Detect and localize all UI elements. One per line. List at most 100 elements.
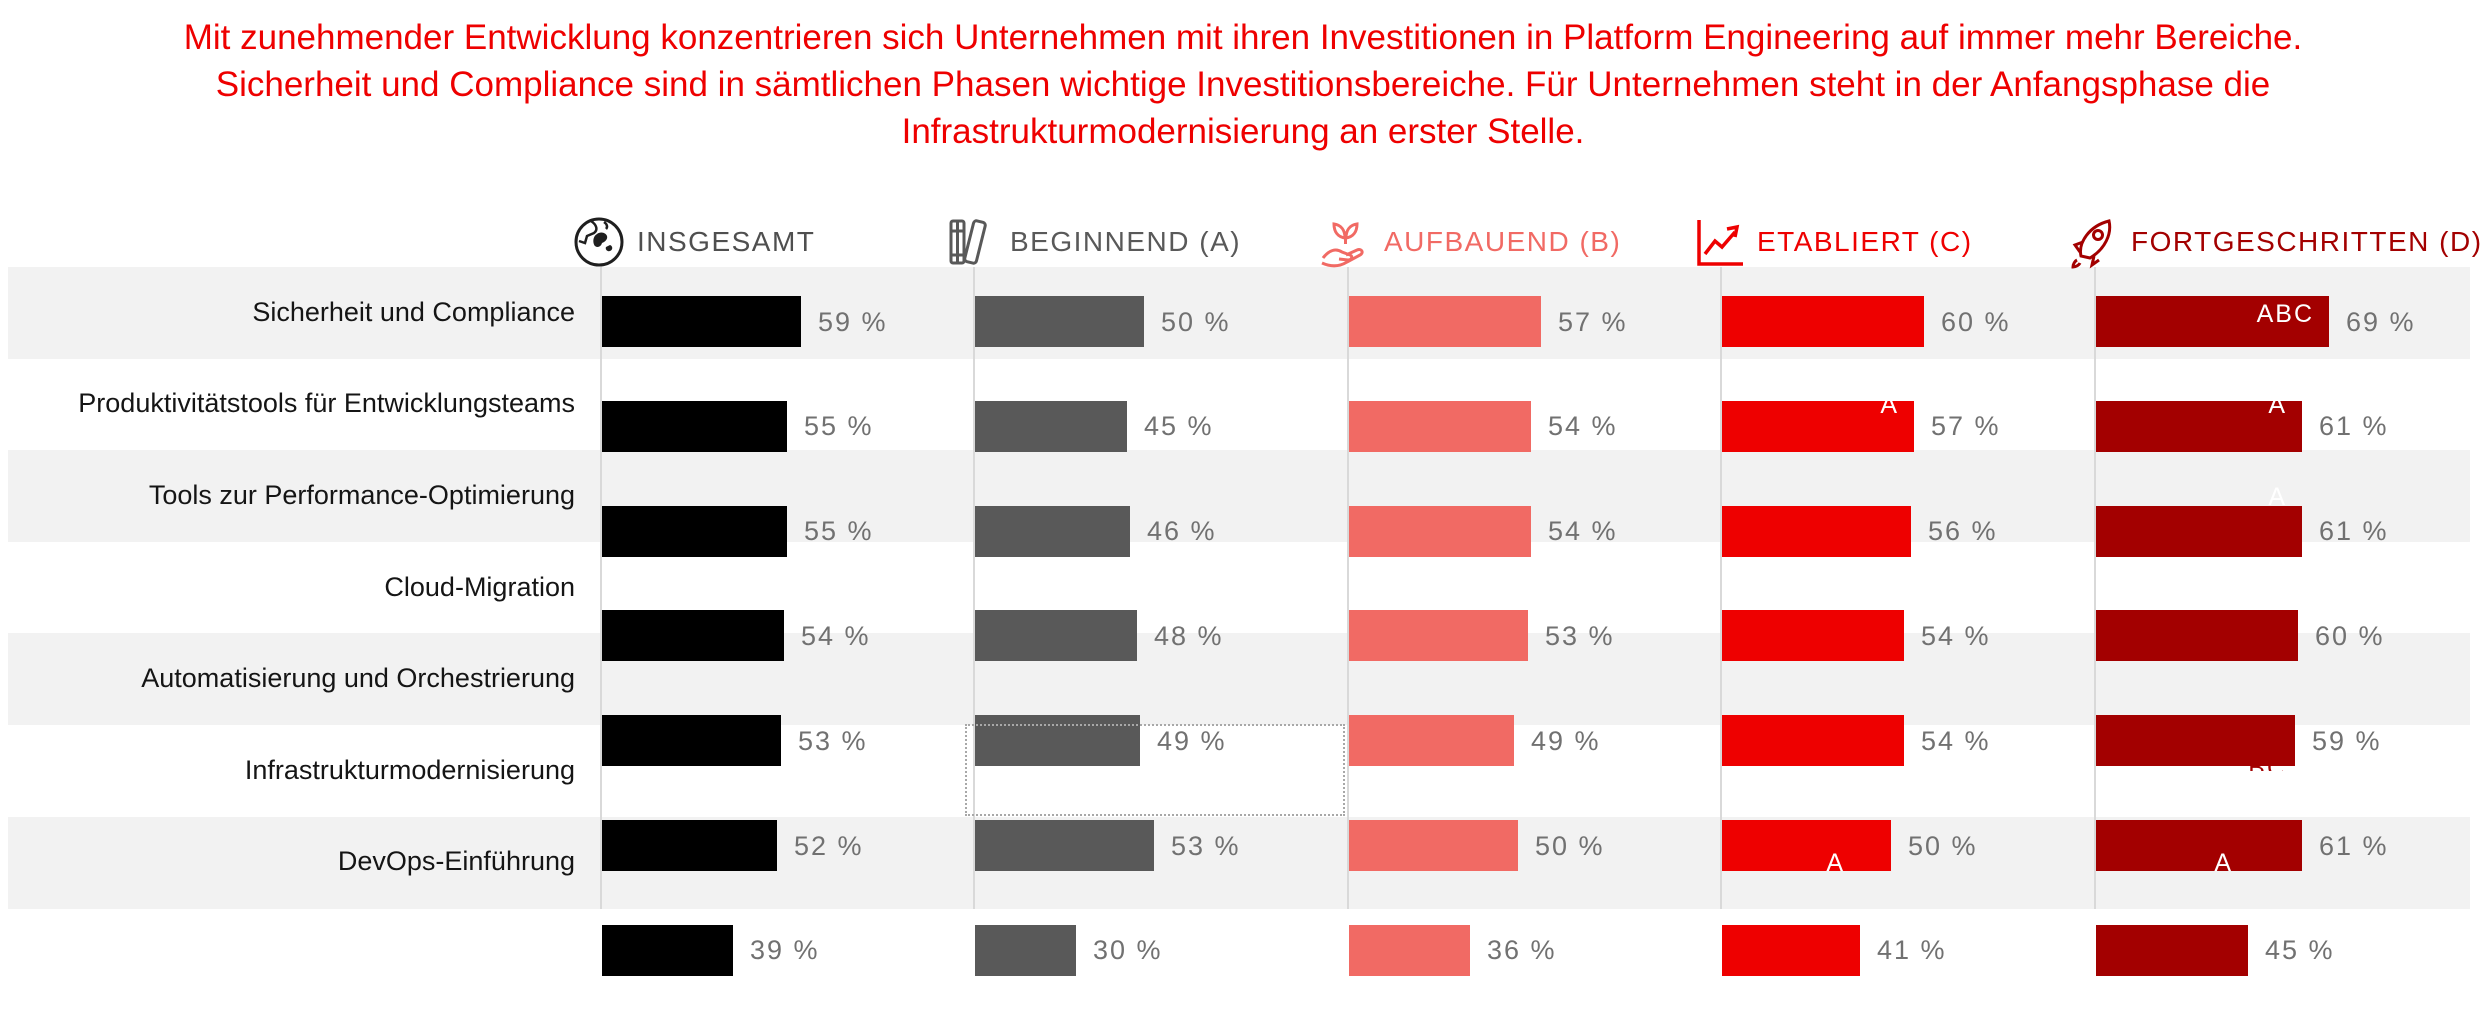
chart-growth-icon bbox=[1691, 214, 1747, 270]
significance-letters: A bbox=[2268, 483, 2287, 511]
bar bbox=[602, 715, 781, 766]
column-header-3: AUFBAUEND (B) bbox=[1318, 212, 1621, 272]
bar-value-label: 45 % bbox=[2265, 935, 2335, 965]
significance-letters: A bbox=[1880, 391, 1899, 419]
bar bbox=[1349, 715, 1514, 766]
column-gridline bbox=[1720, 267, 1722, 909]
rocket-icon bbox=[2065, 214, 2121, 270]
bar bbox=[2096, 506, 2302, 557]
bar-value-label: 55 % bbox=[804, 516, 874, 546]
globe-icon bbox=[571, 214, 627, 270]
column-header-5: FORTGESCHRITTEN (D) bbox=[2065, 212, 2483, 272]
bar-value-label: 52 % bbox=[794, 831, 864, 861]
bar bbox=[2096, 401, 2302, 452]
bar-value-label: 69 % bbox=[2346, 307, 2416, 337]
bar-value-label: 53 % bbox=[798, 726, 868, 756]
row-label: DevOps-Einführung bbox=[337, 846, 575, 876]
column-header-label: AUFBAUEND (B) bbox=[1384, 226, 1622, 257]
column-header-label: BEGINNEND (A) bbox=[1010, 226, 1242, 257]
bar bbox=[975, 610, 1137, 661]
column-header-label: FORTGESCHRITTEN (D) bbox=[2131, 226, 2483, 257]
column-gridline bbox=[600, 267, 602, 909]
column-gridline bbox=[1347, 267, 1349, 909]
bar bbox=[602, 401, 787, 452]
significance-letters: ABC bbox=[2256, 300, 2314, 328]
bar bbox=[602, 296, 801, 347]
significance-letters: A bbox=[2214, 849, 2233, 877]
row-label: Infrastrukturmodernisierung bbox=[244, 755, 575, 785]
bar-value-label: 54 % bbox=[1921, 726, 1991, 756]
bar bbox=[2096, 715, 2295, 766]
bar-value-label: 50 % bbox=[1161, 307, 1231, 337]
bar bbox=[1722, 610, 1904, 661]
bar bbox=[602, 925, 733, 976]
bar-value-label: 50 % bbox=[1908, 831, 1978, 861]
bar bbox=[1349, 925, 1470, 976]
chart-title-line-3: Infrastrukturmodernisierung an erster St… bbox=[901, 112, 1585, 151]
row-stripe bbox=[8, 633, 2470, 725]
chart-title-line-2: Sicherheit und Compliance sind in sämtli… bbox=[215, 65, 2271, 104]
column-header-1: INSGESAMT bbox=[571, 212, 815, 272]
bar bbox=[1349, 820, 1518, 871]
bar-value-label: 56 % bbox=[1928, 516, 1998, 546]
significance-letters: A bbox=[1826, 849, 1845, 877]
sprout-hand-icon bbox=[1318, 214, 1374, 270]
bar bbox=[2096, 296, 2329, 347]
bar bbox=[1722, 506, 1911, 557]
bar bbox=[1349, 506, 1531, 557]
bar bbox=[1349, 296, 1541, 347]
row-stripe bbox=[8, 817, 2470, 909]
bar-value-label: 53 % bbox=[1545, 621, 1615, 651]
chart-title: Mit zunehmender Entwicklung konzentriere… bbox=[0, 14, 2486, 155]
row-label: Sicherheit und Compliance bbox=[252, 297, 575, 327]
bar-value-label: 53 % bbox=[1171, 831, 1241, 861]
bar-value-label: 50 % bbox=[1535, 831, 1605, 861]
bar-value-label: 49 % bbox=[1157, 726, 1227, 756]
bar bbox=[1722, 296, 1924, 347]
bar-value-label: 30 % bbox=[1093, 935, 1163, 965]
bar bbox=[2096, 925, 2248, 976]
row-stripe bbox=[8, 267, 2470, 359]
bar-value-label: 61 % bbox=[2319, 516, 2389, 546]
bar-value-label: 54 % bbox=[801, 621, 871, 651]
highlight-box bbox=[965, 724, 1345, 816]
bar bbox=[975, 401, 1127, 452]
row-stripe bbox=[8, 450, 2470, 542]
row-label: Produktivitätstools für Entwicklungsteam… bbox=[78, 388, 575, 418]
bar bbox=[1722, 925, 1860, 976]
bar bbox=[1722, 820, 1891, 871]
bar-value-label: 54 % bbox=[1921, 621, 1991, 651]
bar bbox=[602, 610, 784, 661]
column-gridline bbox=[2094, 267, 2096, 909]
significance-letters-clipped: BC bbox=[2227, 761, 2287, 771]
column-header-2: BEGINNEND (A) bbox=[944, 212, 1241, 272]
bar-value-label: 59 % bbox=[818, 307, 888, 337]
bar-value-label: 48 % bbox=[1154, 621, 1224, 651]
bar bbox=[1349, 401, 1531, 452]
bar-value-label: 61 % bbox=[2319, 411, 2389, 441]
bar-value-label: 59 % bbox=[2312, 726, 2382, 756]
bar-value-label: 41 % bbox=[1877, 935, 1947, 965]
row-label: Tools zur Performance-Optimierung bbox=[148, 480, 575, 510]
bar-value-label: 45 % bbox=[1144, 411, 1214, 441]
bar bbox=[975, 296, 1144, 347]
bar bbox=[975, 715, 1140, 766]
bar-value-label: 60 % bbox=[2315, 621, 2385, 651]
column-gridline bbox=[973, 267, 975, 909]
bar-value-label: 39 % bbox=[750, 935, 820, 965]
bar-value-label: 36 % bbox=[1487, 935, 1557, 965]
books-icon bbox=[944, 214, 1000, 270]
bar-value-label: 46 % bbox=[1147, 516, 1217, 546]
bar-value-label: 57 % bbox=[1931, 411, 2001, 441]
column-header-4: ETABLIERT (C) bbox=[1691, 212, 1973, 272]
bar-value-label: 54 % bbox=[1548, 411, 1618, 441]
significance-letters: A bbox=[2268, 391, 2287, 419]
bar bbox=[975, 925, 1076, 976]
row-label: Cloud-Migration bbox=[384, 572, 575, 602]
bar bbox=[2096, 610, 2298, 661]
bar bbox=[975, 506, 1130, 557]
row-label: Automatisierung und Orchestrierung bbox=[141, 663, 575, 693]
bar-value-label: 61 % bbox=[2319, 831, 2389, 861]
chart-title-line-1: Mit zunehmender Entwicklung konzentriere… bbox=[183, 18, 2303, 57]
